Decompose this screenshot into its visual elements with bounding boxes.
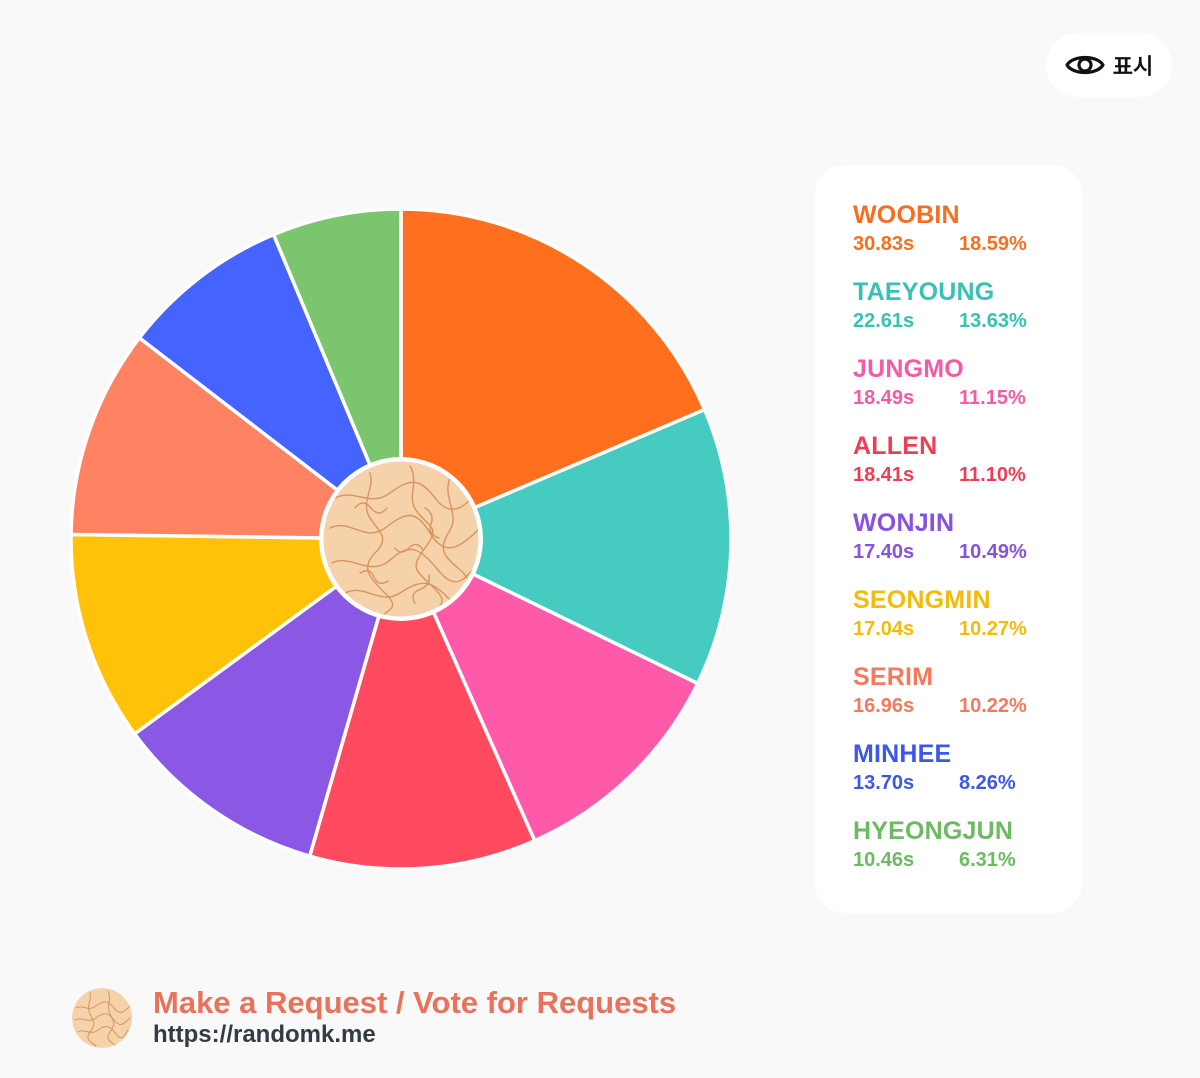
legend-stats: 22.61s 13.63%	[853, 308, 1027, 334]
legend-item: ALLEN 18.41s 11.10%	[853, 432, 1027, 509]
wheel-slice-woobin[interactable]	[399, 208, 707, 541]
legend-time: 16.96s	[853, 695, 915, 717]
legend-name: SEONGMIN	[853, 586, 991, 614]
legend-stats: 17.40s 10.49%	[853, 539, 1027, 565]
brain-pattern-icon[interactable]	[319, 457, 483, 621]
legend-name: JUNGMO	[853, 355, 964, 383]
legend-time: 30.83s	[853, 233, 915, 255]
legend-stats: 18.49s 11.15%	[853, 385, 1027, 411]
wheel-slice-wonjin[interactable]	[132, 537, 403, 858]
legend-percent: 11.15%	[959, 387, 1026, 409]
wheel-slice-taeyoung[interactable]	[399, 407, 732, 686]
legend-percent: 10.22%	[959, 695, 1027, 717]
eye-icon	[1065, 51, 1105, 79]
legend-stats: 18.41s 11.10%	[853, 462, 1027, 488]
wheel-slice-hyeongjun[interactable]	[271, 208, 403, 541]
legend-panel: WOOBIN 30.83s 18.59% TAEYOUNG 22.61s 13.63% JU…	[815, 165, 1082, 913]
wheel-slice-serim[interactable]	[70, 336, 403, 541]
legend-name: ALLEN	[853, 432, 938, 460]
legend-item: TAEYOUNG 22.61s 13.63%	[853, 278, 1027, 355]
show-toggle-label: 표시	[1112, 55, 1154, 80]
legend-time: 17.40s	[853, 541, 915, 563]
legend-time: 22.61s	[853, 310, 915, 332]
legend-time: 13.70s	[853, 772, 915, 794]
legend-name: HYEONGJUN	[853, 817, 1014, 845]
legend-stats: 30.83s 18.59%	[853, 231, 1027, 257]
wheel-slice-allen[interactable]	[308, 537, 537, 870]
legend-percent: 18.59%	[959, 233, 1027, 255]
wheel-slice-minhee[interactable]	[137, 232, 403, 541]
legend-item: WOOBIN 30.83s 18.59%	[853, 201, 1027, 278]
legend-item: SEONGMIN 17.04s 10.27%	[853, 586, 1027, 663]
legend-percent: 8.26%	[959, 772, 1016, 794]
legend-percent: 10.49%	[959, 541, 1027, 563]
legend-stats: 17.04s 10.27%	[853, 616, 1027, 642]
brain-pattern-icon[interactable]	[72, 988, 132, 1048]
legend-time: 18.41s	[853, 464, 915, 486]
legend-time: 10.46s	[853, 849, 915, 871]
request-link[interactable]: Make a Request / Vote for Requests	[153, 985, 677, 1020]
legend-item: WONJIN 17.40s 10.49%	[853, 509, 1027, 586]
legend-percent: 10.27%	[959, 618, 1027, 640]
wheel-slice-seongmin[interactable]	[70, 532, 403, 736]
legend-stats: 16.96s 10.22%	[853, 693, 1027, 719]
legend-time: 17.04s	[853, 618, 915, 640]
wheel-chart[interactable]	[70, 208, 732, 870]
legend-list: WOOBIN 30.83s 18.59% TAEYOUNG 22.61s 13.63% JU…	[853, 201, 1027, 894]
legend-percent: 11.10%	[959, 464, 1026, 486]
legend-name: MINHEE	[853, 740, 952, 768]
legend-item: JUNGMO 18.49s 11.15%	[853, 355, 1027, 432]
legend-percent: 13.63%	[959, 310, 1027, 332]
wheel-svg	[70, 208, 732, 870]
wheel-slice-jungmo[interactable]	[399, 537, 700, 843]
legend-name: TAEYOUNG	[853, 278, 995, 306]
legend-item: SERIM 16.96s 10.22%	[853, 663, 1027, 740]
legend-item: HYEONGJUN 10.46s 6.31%	[853, 817, 1027, 894]
show-toggle-button[interactable]: 표시	[1046, 33, 1172, 97]
legend-stats: 13.70s 8.26%	[853, 770, 1027, 796]
slices-layer	[70, 208, 732, 870]
legend-name: WONJIN	[853, 509, 955, 537]
legend-stats: 10.46s 6.31%	[853, 847, 1027, 873]
legend-time: 18.49s	[853, 387, 915, 409]
legend-name: SERIM	[853, 663, 934, 691]
footer: Make a Request / Vote for Requests https…	[72, 985, 677, 1049]
legend-percent: 6.31%	[959, 849, 1016, 871]
legend-item: MINHEE 13.70s 8.26%	[853, 740, 1027, 817]
legend-name: WOOBIN	[853, 201, 960, 229]
site-url-link[interactable]: https://randomk.me	[153, 1021, 376, 1048]
